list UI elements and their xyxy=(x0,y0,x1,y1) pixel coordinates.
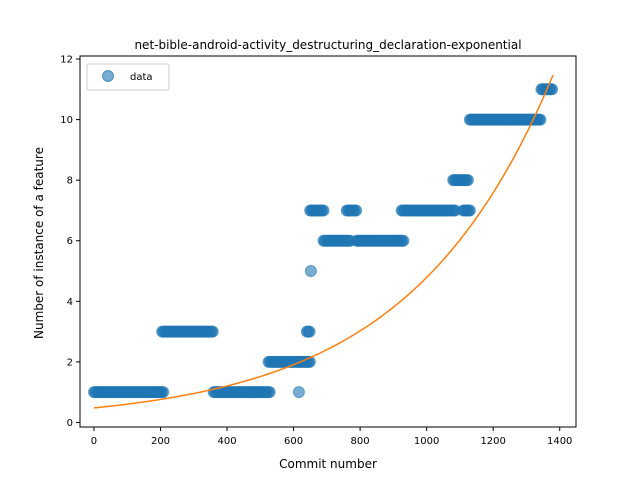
y-tick-label: 0 xyxy=(67,418,73,429)
y-tick-label: 10 xyxy=(60,115,73,126)
fit-line xyxy=(93,74,554,409)
data-point xyxy=(263,386,276,399)
x-axis-label: Commit number xyxy=(279,457,377,471)
data-point xyxy=(397,234,410,247)
data-point xyxy=(461,174,474,187)
data-point xyxy=(292,386,305,399)
data-point xyxy=(534,113,547,126)
plot-area: 0 200 400 600 800 1000 1200 1400 0 2 4 6 8 10 12 xyxy=(60,55,577,447)
x-tick-label: 800 xyxy=(351,436,370,447)
data-point xyxy=(206,325,219,338)
legend-box xyxy=(86,63,170,91)
x-tick-label: 200 xyxy=(151,436,170,447)
y-tick-label: 2 xyxy=(67,357,73,368)
y-tick-label: 4 xyxy=(67,297,73,308)
data-point xyxy=(157,386,170,399)
chart-title: net-bible-android-activity_destructuring… xyxy=(134,38,521,52)
y-tick-label: 6 xyxy=(67,236,73,247)
x-tick-label: 600 xyxy=(284,436,303,447)
x-tick-label: 0 xyxy=(91,436,97,447)
y-axis-label: Number of instance of a feature xyxy=(32,147,46,339)
data-points xyxy=(87,83,559,399)
legend: data xyxy=(86,63,170,91)
legend-marker-data xyxy=(102,70,114,82)
y-tick-label: 8 xyxy=(67,176,73,187)
data-point xyxy=(463,204,476,217)
x-tick-label: 1400 xyxy=(547,436,572,447)
axes-frame xyxy=(79,55,577,428)
x-tick-label: 1200 xyxy=(480,436,505,447)
data-point xyxy=(303,325,316,338)
legend-label-data: data xyxy=(130,72,153,83)
x-tick-label: 1000 xyxy=(414,436,439,447)
y-tick-label: 12 xyxy=(60,55,73,66)
data-point xyxy=(350,204,363,217)
data-point xyxy=(317,204,330,217)
data-point xyxy=(304,265,317,278)
x-tick-label: 400 xyxy=(217,436,236,447)
